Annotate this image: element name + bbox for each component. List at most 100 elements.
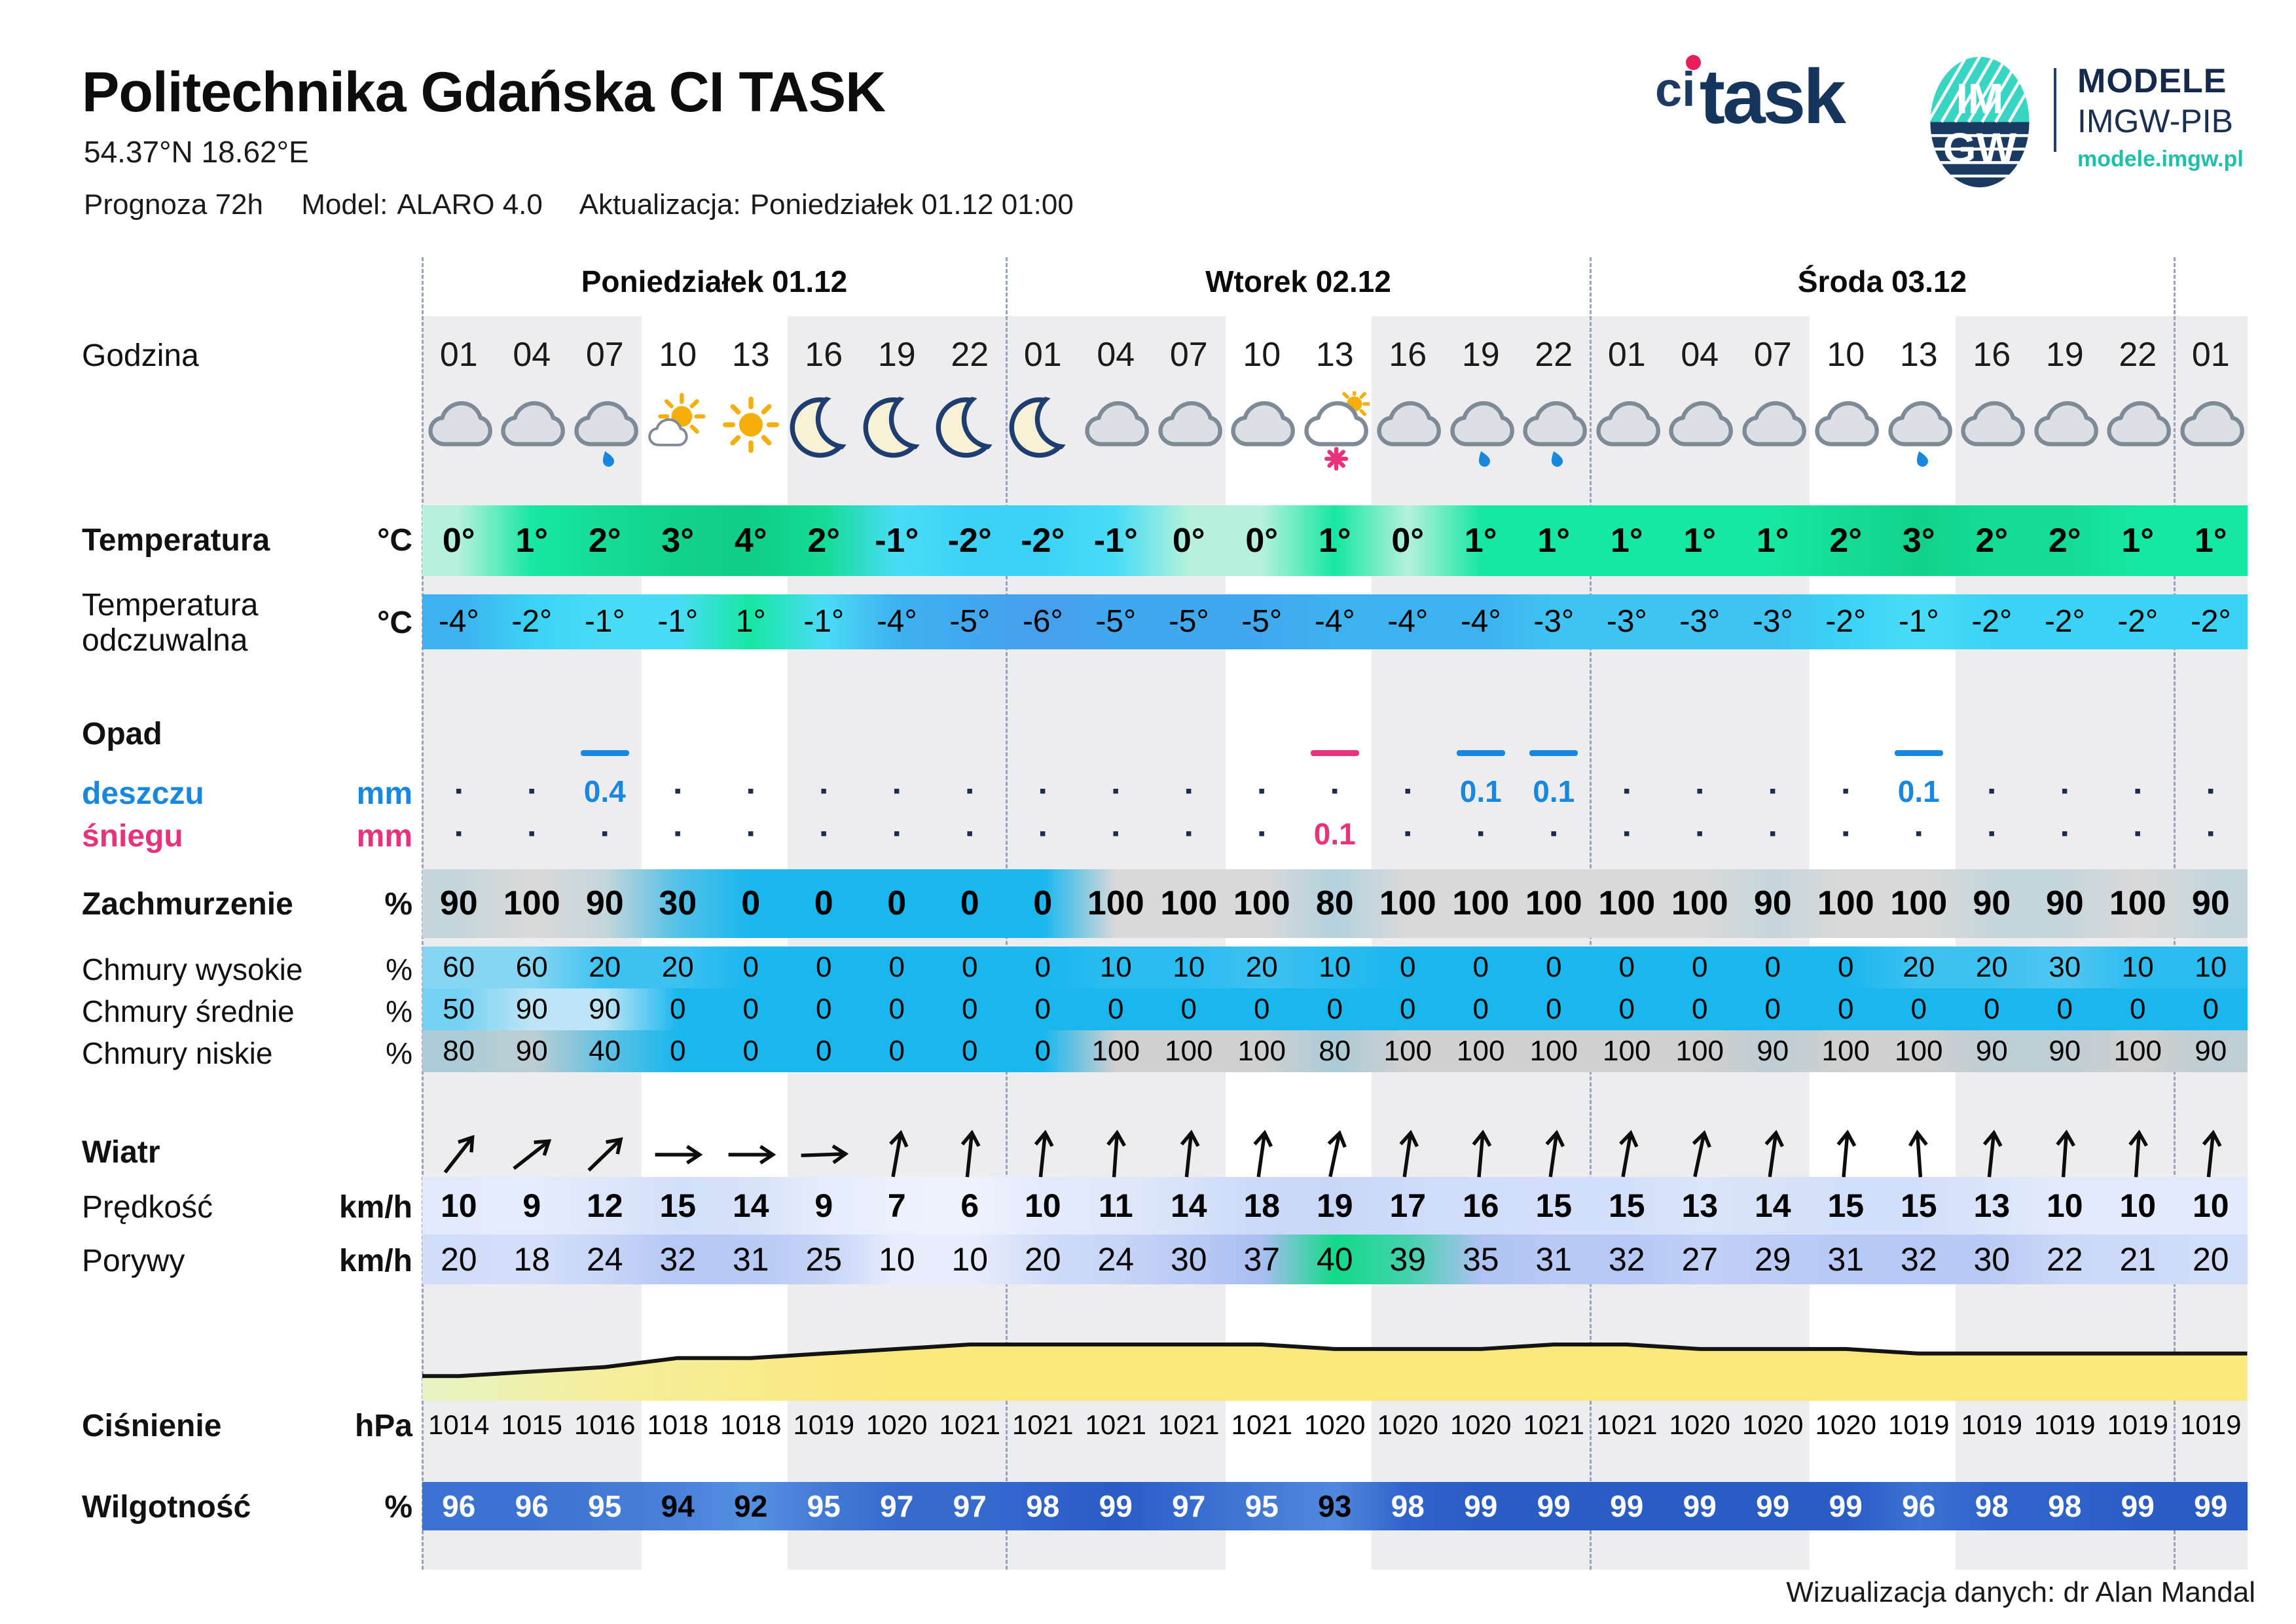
- zachmurzenie-value: 100: [1890, 884, 1948, 922]
- temperatura-odczuwalna-value: -1°: [584, 604, 625, 639]
- wilgotnosc-value: 97: [1172, 1489, 1206, 1523]
- cisnienie-value: 1021: [1231, 1409, 1292, 1440]
- chmury-niskie-value: 80: [1319, 1035, 1351, 1067]
- predkosc-value: 17: [1389, 1187, 1427, 1224]
- rain-value: ▪: [1696, 780, 1704, 802]
- temperatura-value: 4°: [734, 522, 767, 560]
- predkosc-value: 13: [1681, 1187, 1719, 1224]
- rain-value: ▪: [820, 780, 828, 802]
- snow-value: ▪: [747, 823, 755, 844]
- snow-value: ▪: [893, 823, 901, 844]
- temperatura-odczuwalna-value: -1°: [1898, 604, 1939, 639]
- snow-value: ▪: [455, 823, 463, 844]
- temperatura-odczuwalna-value: -4°: [438, 604, 479, 639]
- cisnienie-value: 1020: [1669, 1409, 1730, 1440]
- porywy-value: 20: [440, 1241, 477, 1278]
- porywy-value: 10: [951, 1241, 989, 1278]
- porywy-value: 24: [1097, 1241, 1135, 1278]
- cloud-icon: [1956, 391, 2029, 473]
- cisnienie-value: 1019: [1961, 1409, 2022, 1440]
- temperatura-value: 2°: [807, 522, 841, 560]
- logo-divider: [2054, 68, 2056, 152]
- chmury-niskie-value: 100: [1237, 1035, 1286, 1067]
- sun-icon: [714, 391, 788, 473]
- zachmurzenie-value: 0: [960, 884, 979, 922]
- chmury-srednie-value: 0: [1692, 993, 1708, 1025]
- snow-value: ▪: [1842, 823, 1850, 844]
- temperatura-odczuwalna-value: -2°: [2117, 604, 2159, 639]
- imgw-logo: IM GW: [1930, 56, 2030, 188]
- wilgotnosc-value: 96: [515, 1489, 549, 1523]
- zachmurzenie-value: 100: [1817, 884, 1874, 922]
- temperatura-value: 1°: [2121, 522, 2155, 560]
- rain-amount-bar: [580, 750, 629, 756]
- wind-arrow-icon: [1736, 1130, 1810, 1180]
- wilgotnosc-value: 97: [953, 1489, 987, 1523]
- zachmurzenie-value: 100: [1379, 884, 1436, 922]
- chmury-wysokie-value: 0: [1764, 951, 1781, 983]
- predkosc-value: 15: [659, 1187, 697, 1224]
- moon-icon: [860, 391, 934, 473]
- hour-cell: 19: [1461, 336, 1500, 374]
- cisnienie-value: 1019: [2180, 1409, 2242, 1440]
- row-label-opad: Opad: [82, 717, 162, 751]
- zachmurzenie-value: 90: [2045, 884, 2084, 922]
- chmury-srednie-value: 0: [1910, 993, 1927, 1025]
- temperatura-odczuwalna-value: -3°: [1752, 604, 1793, 639]
- zachmurzenie-value: 100: [503, 884, 560, 922]
- zachmurzenie-value: 90: [439, 884, 478, 922]
- temperatura-odczuwalna-value: -3°: [1679, 604, 1721, 639]
- wind-arrow-icon: [1080, 1129, 1153, 1180]
- porywy-value: 30: [1973, 1241, 2011, 1278]
- chmury-niskie-value: 100: [1603, 1035, 1651, 1067]
- cisnienie-value: 1020: [1815, 1409, 1876, 1440]
- hour-cell: 04: [1097, 336, 1135, 374]
- hour-cell: 07: [1753, 336, 1792, 374]
- chmury-wysokie-value: 20: [1245, 951, 1278, 983]
- temperatura-odczuwalna-value: -2°: [2190, 604, 2231, 639]
- rain-value: 0.1: [1459, 774, 1502, 808]
- snow-amount-bar: [1310, 750, 1359, 756]
- predkosc-value: 10: [1024, 1187, 1061, 1224]
- predkosc-value: 10: [2119, 1187, 2157, 1224]
- zachmurzenie-value: 100: [1452, 884, 1510, 922]
- temperatura-odczuwalna-value: -3°: [1533, 604, 1575, 639]
- wilgotnosc-value: 92: [734, 1489, 768, 1523]
- row-label-godzina: Godzina: [82, 338, 199, 373]
- predkosc-band: 10 9 12 15 14 9 7 6 10 11 14 18 19 17 16 15 15 13 14 15 15 13…: [422, 1177, 2248, 1235]
- predkosc-value: 10: [440, 1187, 477, 1224]
- cisnienie-value: 1021: [1596, 1409, 1658, 1440]
- cloud-rain-icon: [1518, 391, 1591, 473]
- cisnienie-value: 1014: [428, 1409, 490, 1440]
- chmury-wysokie-value: 0: [1472, 951, 1489, 983]
- snow-value: ▪: [1112, 823, 1120, 844]
- wind-arrow-icon: [1372, 1130, 1445, 1180]
- cisnienie-value: 1021: [939, 1409, 1000, 1440]
- cisnienie-value: 1020: [866, 1409, 928, 1440]
- temperatura-value: 3°: [1902, 522, 1935, 560]
- row-label-sniegu: śniegu mm: [82, 819, 412, 854]
- rain-value: ▪: [1185, 780, 1193, 802]
- porywy-value: 39: [1389, 1241, 1427, 1278]
- chmury-srednie-band: 50 90 90 0 0 0 0 0 0 0 0 0 0 0 0 0 0 0 0 0 0 0 0 0 0: [422, 988, 2248, 1030]
- cloud-icon: [2174, 391, 2248, 473]
- chmury-wysokie-value: 10: [1173, 951, 1205, 983]
- temperatura-value: 2°: [2048, 522, 2081, 560]
- zachmurzenie-value: 100: [1671, 884, 1728, 922]
- temperatura-odczuwalna-value: -1°: [803, 604, 845, 639]
- wind-arrow-icon: [1298, 1130, 1372, 1180]
- snow-value: ▪: [1988, 823, 1995, 844]
- cloud-rain-icon: [1882, 391, 1956, 473]
- porywy-value: 30: [1170, 1241, 1207, 1278]
- temperatura-value: 1°: [2194, 522, 2227, 560]
- snow-value: ▪: [528, 823, 536, 844]
- moon-icon: [788, 391, 861, 473]
- wilgotnosc-value: 99: [1099, 1489, 1133, 1523]
- chmury-niskie-value: 100: [2113, 1035, 2162, 1067]
- predkosc-value: 12: [586, 1187, 623, 1224]
- rain-value: ▪: [1988, 780, 1995, 802]
- chmury-srednie-value: 0: [888, 993, 905, 1025]
- temperatura-value: 1°: [1756, 522, 1789, 560]
- zachmurzenie-band: 90 100 90 30 0 0 0 0 0 100 100 100 80 100 100 100 100 100…: [422, 869, 2248, 938]
- rain-value: ▪: [1623, 780, 1631, 802]
